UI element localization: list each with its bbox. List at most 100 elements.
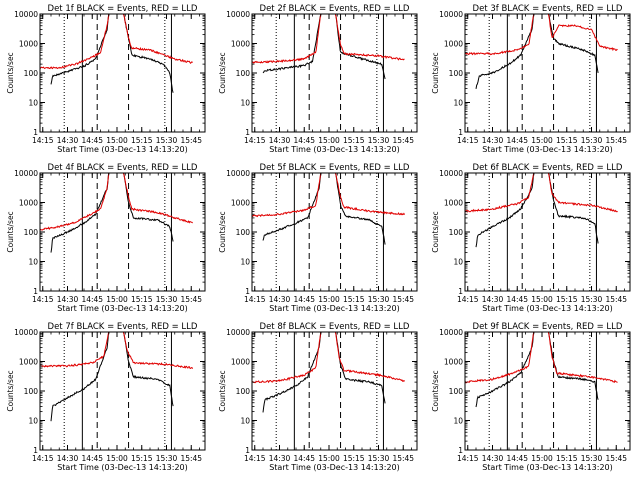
x-tick-label: 15:30 bbox=[156, 295, 178, 304]
plot-frame bbox=[39, 331, 206, 451]
x-tick-label: 15:15 bbox=[556, 454, 578, 463]
x-tick-label: 14:30 bbox=[482, 136, 504, 145]
panel-title: Det 8f BLACK = Events, RED = LLD bbox=[260, 322, 410, 332]
series-events bbox=[475, 13, 599, 89]
panel-det-5: Det 5f BLACK = Events, RED = LLD 1 10 100 10… bbox=[218, 163, 418, 313]
y-tick-label: 1000 bbox=[444, 40, 463, 49]
y-tick-label: 1000 bbox=[231, 358, 250, 367]
x-tick-label: 15:00 bbox=[318, 295, 340, 304]
x-tick-label: 14:15 bbox=[32, 136, 54, 145]
x-tick-label: 14:15 bbox=[457, 454, 479, 463]
plot-frame bbox=[464, 172, 631, 292]
series-events bbox=[475, 172, 599, 248]
x-tick-label: 14:15 bbox=[457, 136, 479, 145]
panel-title: Det 2f BLACK = Events, RED = LLD bbox=[260, 4, 410, 14]
y-tick-label: 10000 bbox=[14, 169, 38, 178]
x-tick-label: 15:30 bbox=[368, 136, 390, 145]
plot-frame bbox=[464, 331, 631, 451]
x-tick-label: 15:15 bbox=[556, 136, 578, 145]
y-axis-label: Counts/sec bbox=[6, 370, 15, 411]
panel-det-1: Det 1f BLACK = Events, RED = LLD 1 10 100 10… bbox=[6, 4, 206, 154]
series-events bbox=[262, 172, 386, 245]
x-tick-label: 15:00 bbox=[531, 454, 553, 463]
y-tick-label: 100 bbox=[236, 228, 251, 237]
x-tick-label: 15:45 bbox=[605, 295, 627, 304]
x-tick-label: 14:45 bbox=[506, 295, 528, 304]
series-lld bbox=[465, 331, 618, 384]
x-tick-label: 15:15 bbox=[556, 295, 578, 304]
y-tick-label: 1000 bbox=[19, 358, 38, 367]
x-axis-label: Start Time (03-Dec-13 14:13:20) bbox=[57, 304, 188, 313]
x-axis-label: Start Time (03-Dec-13 14:13:20) bbox=[482, 145, 613, 154]
y-tick-label: 10 bbox=[240, 258, 250, 267]
x-tick-label: 15:45 bbox=[180, 295, 202, 304]
x-tick-label: 15:30 bbox=[581, 136, 603, 145]
x-tick-label: 15:15 bbox=[343, 454, 365, 463]
y-axis-label: Counts/sec bbox=[6, 211, 15, 252]
series-lld bbox=[252, 172, 406, 218]
y-tick-label: 1000 bbox=[444, 199, 463, 208]
y-tick-label: 1 bbox=[33, 446, 38, 455]
x-tick-label: 14:30 bbox=[269, 454, 291, 463]
x-axis-label: Start Time (03-Dec-13 14:13:20) bbox=[482, 463, 613, 472]
x-tick-label: 14:30 bbox=[482, 295, 504, 304]
y-tick-label: 10000 bbox=[439, 169, 463, 178]
y-tick-label: 1 bbox=[458, 287, 463, 296]
y-tick-label: 100 bbox=[236, 387, 251, 396]
series-events bbox=[475, 331, 599, 408]
x-tick-label: 15:15 bbox=[131, 136, 153, 145]
panel-det-6: Det 6f BLACK = Events, RED = LLD 1 10 100 10… bbox=[431, 163, 631, 313]
x-axis-label: Start Time (03-Dec-13 14:13:20) bbox=[57, 145, 188, 154]
x-tick-label: 15:45 bbox=[605, 454, 627, 463]
x-tick-label: 14:30 bbox=[269, 136, 291, 145]
y-tick-label: 1 bbox=[245, 446, 250, 455]
y-axis-label: Counts/sec bbox=[6, 52, 15, 93]
plot-frame bbox=[251, 331, 418, 451]
x-tick-label: 15:30 bbox=[156, 454, 178, 463]
panel-title: Det 1f BLACK = Events, RED = LLD bbox=[48, 4, 198, 14]
y-tick-label: 1 bbox=[458, 128, 463, 137]
series-lld bbox=[40, 13, 193, 70]
y-axis-label: Counts/sec bbox=[431, 211, 440, 252]
y-tick-label: 10 bbox=[240, 99, 250, 108]
x-tick-label: 15:45 bbox=[180, 136, 202, 145]
x-tick-label: 15:15 bbox=[131, 454, 153, 463]
series-events bbox=[262, 13, 386, 80]
y-tick-label: 100 bbox=[236, 69, 251, 78]
x-tick-label: 14:15 bbox=[244, 136, 266, 145]
series-lld bbox=[252, 13, 405, 64]
x-tick-label: 15:45 bbox=[392, 454, 414, 463]
y-tick-label: 100 bbox=[24, 69, 39, 78]
y-tick-label: 10 bbox=[453, 417, 463, 426]
plot-frame bbox=[251, 13, 418, 133]
x-tick-label: 15:30 bbox=[581, 454, 603, 463]
y-tick-label: 10 bbox=[240, 417, 250, 426]
x-tick-label: 15:45 bbox=[392, 295, 414, 304]
plot-frame bbox=[251, 172, 418, 292]
x-axis-label: Start Time (03-Dec-13 14:13:20) bbox=[482, 304, 613, 313]
y-tick-label: 1000 bbox=[231, 199, 250, 208]
y-tick-label: 1 bbox=[33, 287, 38, 296]
x-tick-label: 15:15 bbox=[131, 295, 153, 304]
series-lld bbox=[465, 172, 618, 214]
y-tick-label: 1000 bbox=[231, 40, 250, 49]
panel-title: Det 6f BLACK = Events, RED = LLD bbox=[473, 163, 623, 173]
x-tick-label: 15:00 bbox=[106, 136, 128, 145]
x-tick-label: 14:45 bbox=[293, 454, 315, 463]
series-events bbox=[50, 13, 174, 93]
y-tick-label: 1000 bbox=[444, 358, 463, 367]
y-tick-label: 10000 bbox=[14, 10, 38, 19]
y-tick-label: 100 bbox=[449, 228, 464, 237]
x-tick-label: 14:45 bbox=[81, 136, 103, 145]
x-tick-label: 14:30 bbox=[57, 295, 79, 304]
panel-det-9: Det 9f BLACK = Events, RED = LLD 1 10 100 10… bbox=[431, 322, 631, 472]
y-axis-label: Counts/sec bbox=[431, 52, 440, 93]
x-axis-label: Start Time (03-Dec-13 14:13:20) bbox=[269, 304, 400, 313]
y-tick-label: 10 bbox=[28, 99, 38, 108]
y-tick-label: 10000 bbox=[439, 10, 463, 19]
y-axis-label: Counts/sec bbox=[218, 52, 227, 93]
x-axis-label: Start Time (03-Dec-13 14:13:20) bbox=[269, 145, 400, 154]
y-tick-label: 100 bbox=[24, 387, 39, 396]
y-tick-label: 1 bbox=[245, 287, 250, 296]
